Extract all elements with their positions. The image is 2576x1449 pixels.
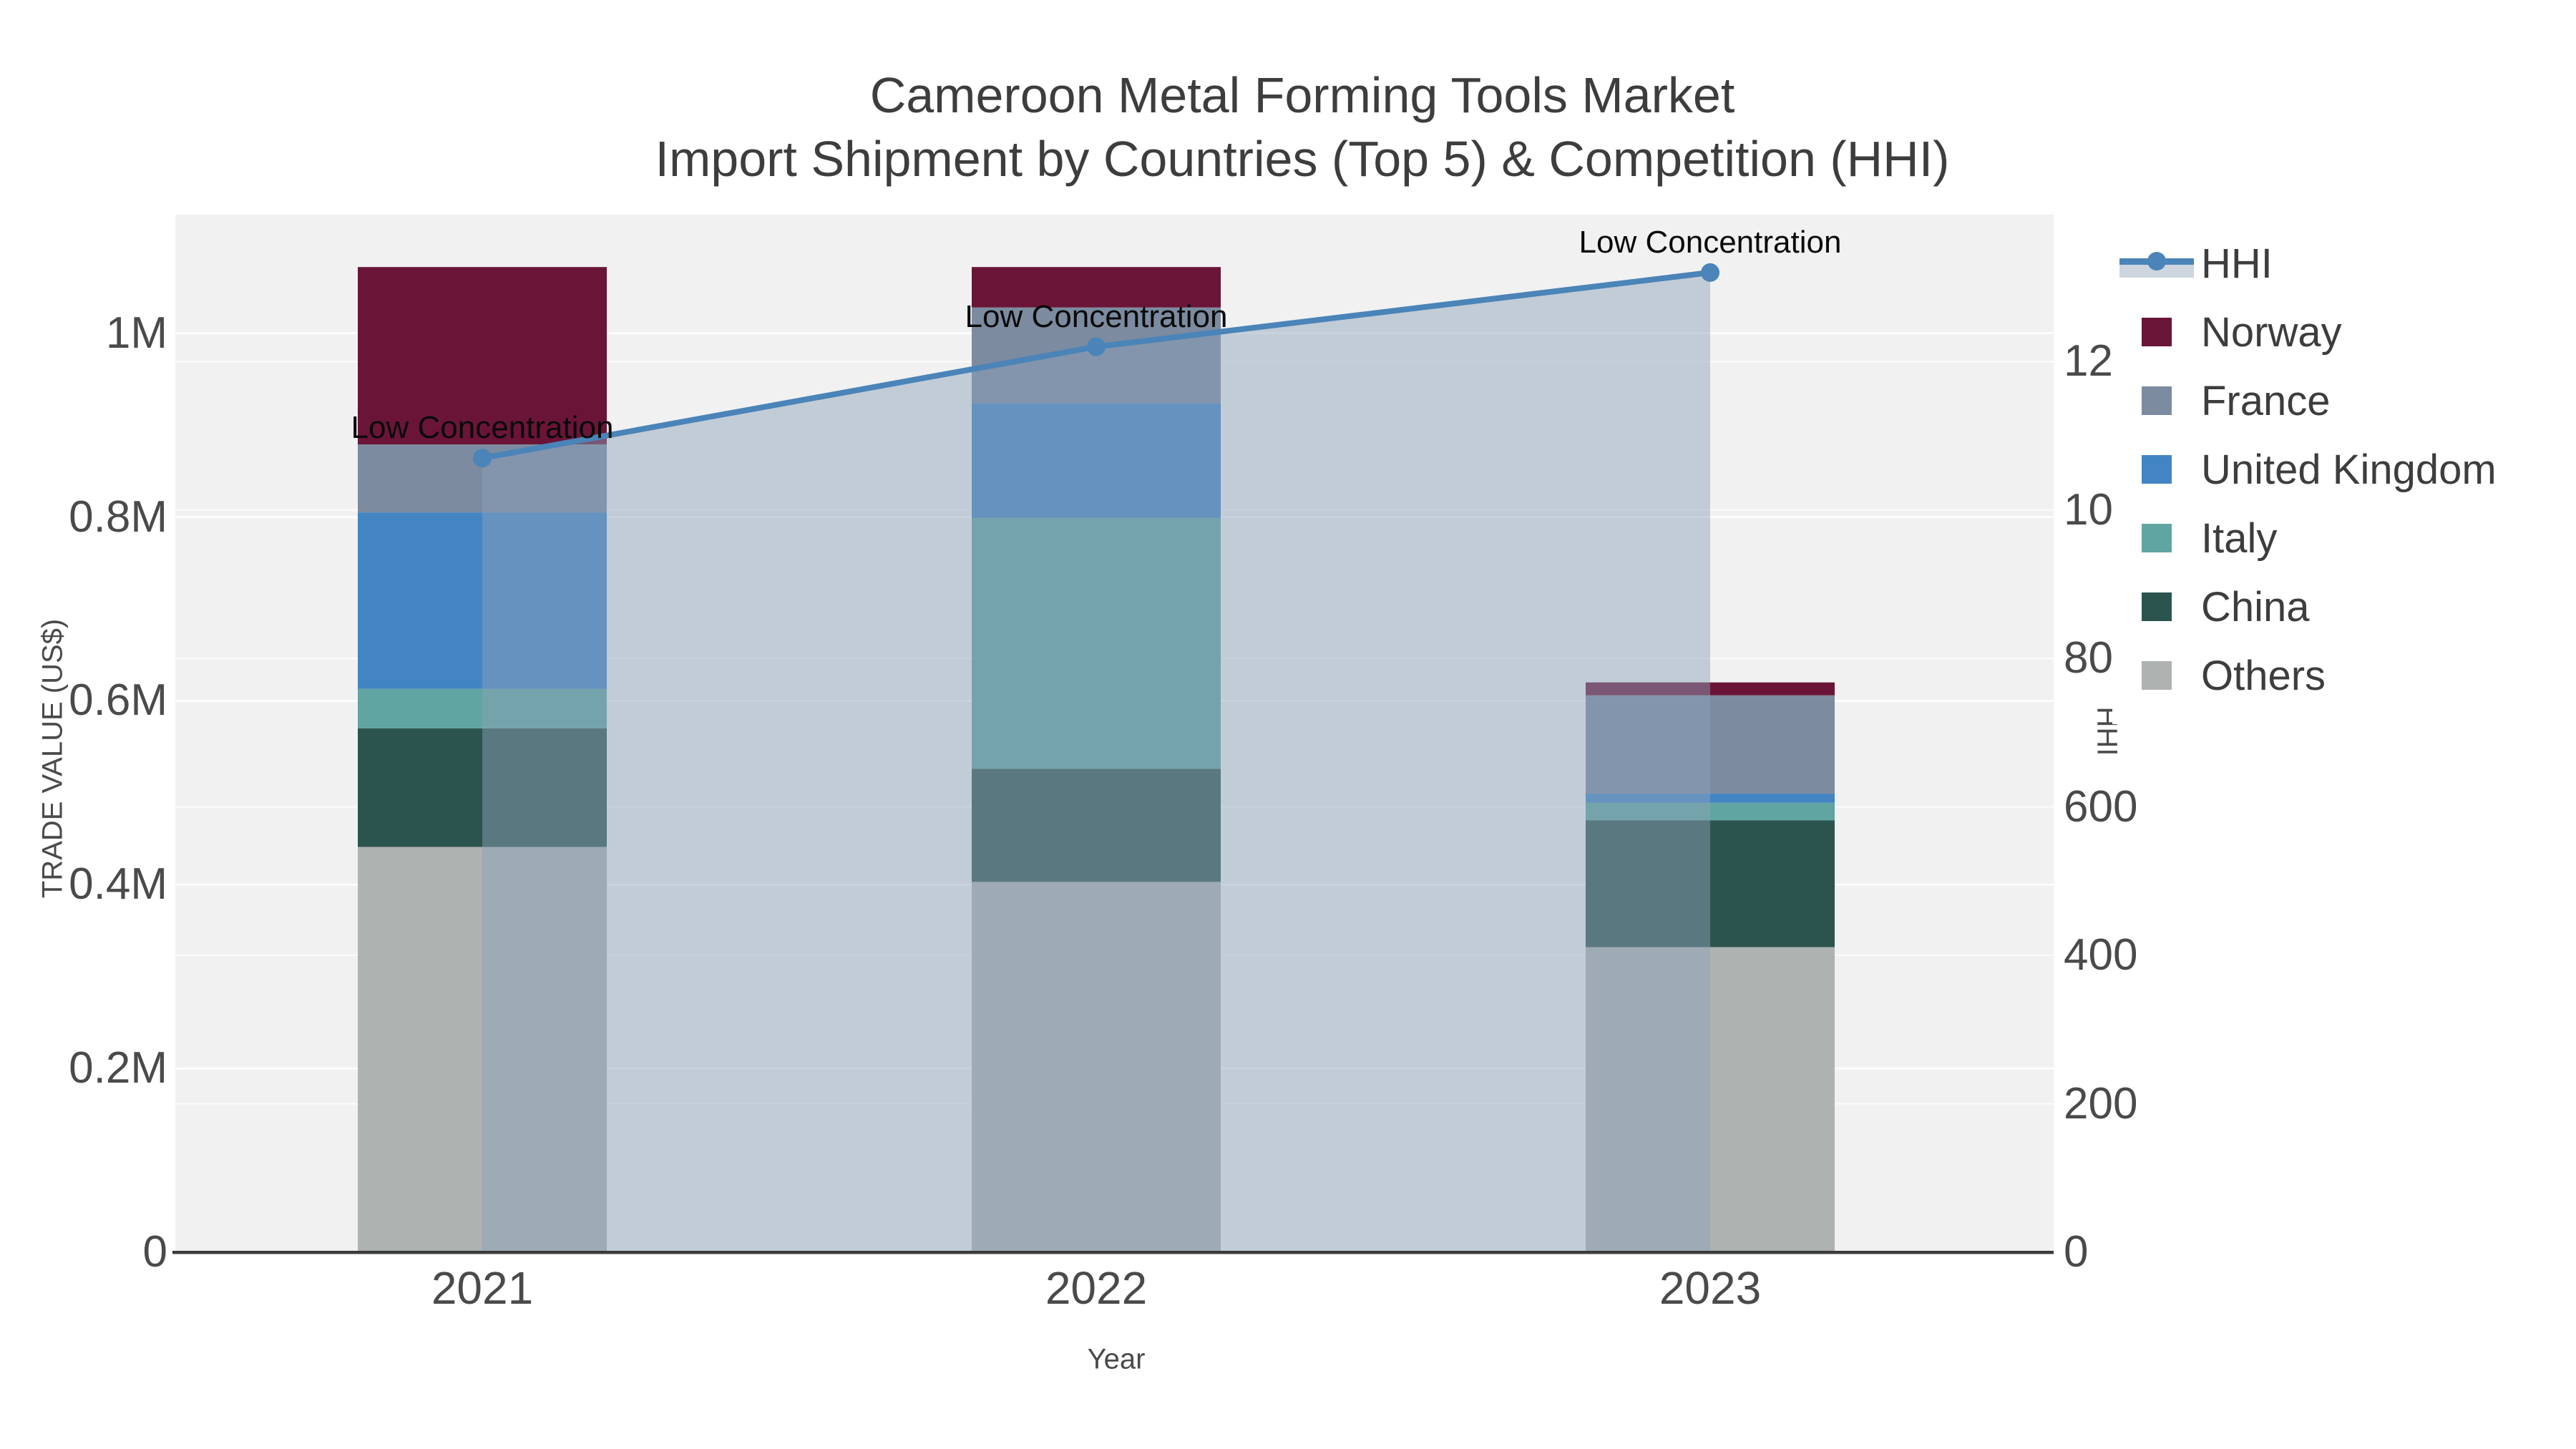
legend-color-swatch-icon — [2142, 524, 2172, 552]
low-concentration-annotation: Low Concentration — [965, 299, 1228, 334]
bar-segment-others-2021 — [358, 847, 607, 1252]
legend-label: China — [2201, 583, 2310, 630]
bar-segment-norway-2023 — [1586, 682, 1835, 696]
legend-label: Norway — [2201, 308, 2342, 356]
y-right-tick-label: 600 — [2064, 781, 2138, 831]
bar-segment-united-kingdom-2023 — [1586, 794, 1835, 803]
bar-segment-norway-2021 — [358, 267, 607, 445]
y-right-tick-label: 400 — [2064, 930, 2138, 980]
legend-color-swatch-icon — [2142, 386, 2172, 415]
legend-item-hhi[interactable]: HHI — [2112, 229, 2273, 298]
legend-item-united-kingdom[interactable]: United Kingdom — [2112, 435, 2497, 504]
chart-legend: HHI Norway France United Kingdom Italy China O… — [2112, 223, 2576, 724]
hhi-line-swatch-icon — [2119, 249, 2194, 278]
legend-item-china[interactable]: China — [2112, 572, 2310, 641]
x-axis-title: Year — [1087, 1343, 1146, 1375]
bar-segment-italy-2022 — [972, 517, 1221, 769]
bar-segment-italy-2023 — [1586, 803, 1835, 821]
legend-color-swatch-icon — [2142, 592, 2172, 621]
legend-label: France — [2201, 377, 2331, 424]
y-left-tick-label: 0 — [142, 1227, 167, 1277]
legend-color-swatch-icon — [2142, 661, 2172, 690]
legend-item-france[interactable]: France — [2112, 366, 2331, 435]
y-left-tick-label: 0.6M — [69, 675, 167, 726]
hhi-marker-2022 — [1087, 337, 1106, 356]
y-left-tick-label: 0.4M — [69, 859, 167, 909]
bar-segment-others-2023 — [1586, 947, 1835, 1252]
bar-segment-china-2022 — [972, 769, 1221, 882]
bar-segment-others-2022 — [972, 882, 1221, 1252]
low-concentration-annotation: Low Concentration — [351, 410, 614, 445]
bar-segment-united-kingdom-2022 — [972, 403, 1221, 518]
chart-title-line1: Cameroon Metal Forming Tools Market — [869, 67, 1735, 123]
bar-segment-china-2021 — [358, 728, 607, 847]
bar-segment-italy-2021 — [358, 688, 607, 728]
y-right-tick-label: 200 — [2064, 1078, 2138, 1128]
bar-segment-france-2023 — [1586, 695, 1835, 794]
legend-color-swatch-icon — [2142, 318, 2172, 346]
hhi-marker-2021 — [473, 449, 492, 468]
x-tick-label: 2023 — [1659, 1262, 1762, 1314]
hhi-marker-2023 — [1701, 263, 1719, 282]
legend-label: United Kingdom — [2201, 446, 2497, 493]
y-left-tick-label: 0.2M — [69, 1043, 167, 1093]
y-left-tick-label: 1M — [105, 308, 167, 358]
x-tick-label: 2022 — [1045, 1262, 1148, 1314]
legend-item-italy[interactable]: Italy — [2112, 504, 2277, 572]
y-left-tick-label: 0.8M — [69, 492, 167, 542]
legend-item-norway[interactable]: Norway — [2112, 298, 2342, 366]
y-left-axis-title: TRADE VALUE (US$) — [36, 618, 69, 899]
y-right-tick-label: 0 — [2064, 1227, 2089, 1277]
bar-segment-norway-2022 — [972, 267, 1221, 308]
chart-title-line2: Import Shipment by Countries (Top 5) & C… — [655, 131, 1950, 187]
bar-segment-united-kingdom-2021 — [358, 512, 607, 689]
x-tick-label: 2021 — [431, 1262, 534, 1314]
bar-segment-china-2023 — [1586, 820, 1835, 947]
legend-label: HHI — [2201, 240, 2273, 287]
legend-color-swatch-icon — [2142, 455, 2172, 484]
legend-label: Others — [2201, 652, 2326, 699]
legend-item-others[interactable]: Others — [2112, 641, 2326, 710]
low-concentration-annotation: Low Concentration — [1579, 225, 1842, 260]
legend-label: Italy — [2201, 514, 2278, 562]
